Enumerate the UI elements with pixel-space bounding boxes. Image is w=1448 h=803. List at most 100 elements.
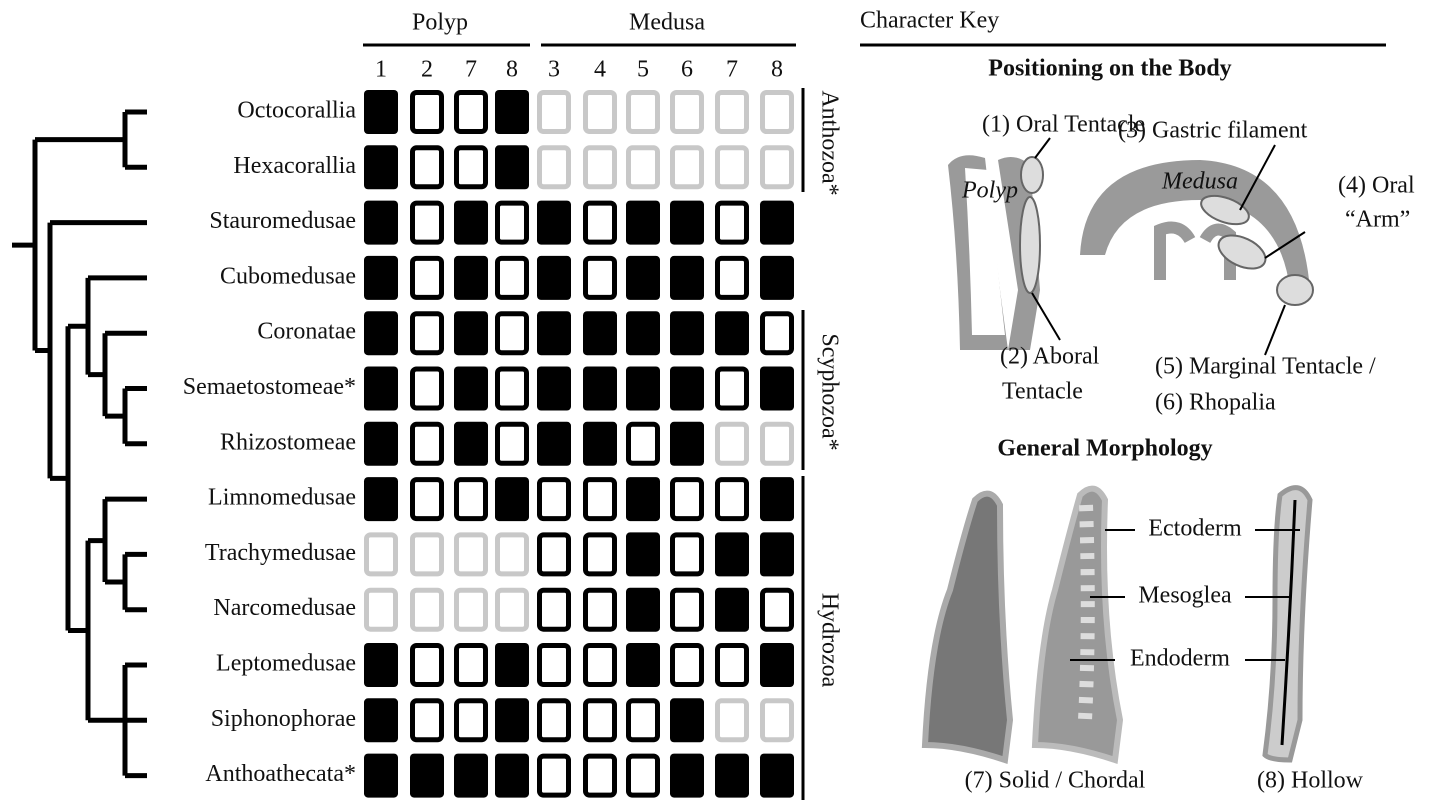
column-label: 1 [375, 57, 387, 83]
state-cell [626, 643, 660, 687]
state-cell [495, 643, 529, 687]
state-cell [760, 201, 794, 245]
state-cell [586, 203, 615, 242]
aboral-tentacle-mark [1020, 197, 1040, 293]
state-cell [586, 590, 615, 629]
state-cell [718, 203, 747, 242]
taxon-label: Rhizostomeae [220, 429, 356, 455]
section-title: Positioning on the Body [988, 56, 1231, 82]
state-cell [586, 535, 615, 574]
state-cell [718, 701, 747, 740]
state-cell [413, 701, 442, 740]
state-cell [718, 93, 747, 132]
state-cell [364, 256, 398, 300]
phylogeny [12, 112, 147, 776]
state-cell [495, 477, 529, 521]
leader [1265, 305, 1285, 355]
state-cell [364, 145, 398, 189]
state-cell [540, 590, 569, 629]
state-cell [718, 369, 747, 408]
state-cell [498, 203, 527, 242]
state-cell [763, 701, 792, 740]
state-cell [367, 590, 396, 629]
state-cell [364, 698, 398, 742]
medusa-arms [1160, 228, 1230, 280]
state-cell [673, 93, 702, 132]
taxon-label: Trachymedusae [205, 540, 356, 566]
column-label: 8 [506, 57, 518, 83]
state-cell [364, 367, 398, 411]
state-cell [715, 532, 749, 576]
branch [50, 326, 68, 630]
state-cell [457, 148, 486, 187]
state-cell [413, 258, 442, 297]
state-cell [495, 145, 529, 189]
branch [68, 541, 88, 721]
state-cell [495, 698, 529, 742]
character-key: Character Key Positioning on the Body Po… [860, 8, 1415, 794]
state-cell [673, 590, 702, 629]
state-cell [715, 588, 749, 632]
state-cell [673, 148, 702, 187]
state-cell [498, 258, 527, 297]
state-cell [495, 754, 529, 798]
state-cell [498, 590, 527, 629]
state-cell [763, 314, 792, 353]
state-cell [670, 367, 704, 411]
state-cell [715, 311, 749, 355]
state-cell [364, 422, 398, 466]
state-cell [670, 698, 704, 742]
group-label: Scyphozoa* [816, 333, 842, 450]
polyp-label: Polyp [961, 178, 1018, 204]
state-cell [498, 424, 527, 463]
state-cell [457, 646, 486, 685]
leader [1035, 138, 1050, 158]
state-cell [413, 535, 442, 574]
state-cell [670, 422, 704, 466]
state-cell [763, 148, 792, 187]
state-cell [413, 93, 442, 132]
taxon-label: Octocorallia [237, 98, 356, 124]
state-cell [454, 422, 488, 466]
state-cell [583, 367, 617, 411]
state-cell [670, 311, 704, 355]
taxon-label: Siphonophorae [211, 706, 356, 732]
taxon-label: Narcomedusae [213, 595, 356, 621]
branch [68, 278, 88, 375]
state-cell [413, 314, 442, 353]
state-cell [364, 754, 398, 798]
column-label: 7 [465, 57, 477, 83]
taxon-label: Cubomedusae [220, 263, 356, 289]
oral-tentacle-mark [1021, 157, 1043, 193]
figure: Polyp Medusa Anthozoa* Scyphozoa* Hydroz… [0, 0, 1448, 803]
state-cell [457, 701, 486, 740]
state-cell [364, 201, 398, 245]
taxon-label: Limnomedusae [208, 485, 356, 511]
state-cell [457, 480, 486, 519]
state-cell [629, 148, 658, 187]
state-cell [457, 93, 486, 132]
key-label: (6) Rhopalia [1155, 390, 1276, 416]
state-cell [537, 256, 571, 300]
state-cell [626, 588, 660, 632]
state-cell [626, 201, 660, 245]
state-cell [540, 93, 569, 132]
state-cell [454, 754, 488, 798]
layer-label: Ectoderm [1148, 516, 1242, 542]
state-cell [626, 532, 660, 576]
state-cell [540, 701, 569, 740]
state-cell [498, 369, 527, 408]
state-cell [413, 369, 442, 408]
state-cell [540, 646, 569, 685]
medusa-header: Medusa [629, 10, 705, 36]
key-label: (3) Gastric filament [1118, 118, 1308, 144]
state-cell [626, 367, 660, 411]
state-cell [537, 311, 571, 355]
state-cell [413, 148, 442, 187]
branch [105, 554, 125, 609]
layer-label: Endoderm [1130, 646, 1230, 672]
branch [88, 665, 125, 776]
state-cell [629, 93, 658, 132]
group-label: Hydrozoa [816, 593, 842, 688]
state-cell [457, 535, 486, 574]
